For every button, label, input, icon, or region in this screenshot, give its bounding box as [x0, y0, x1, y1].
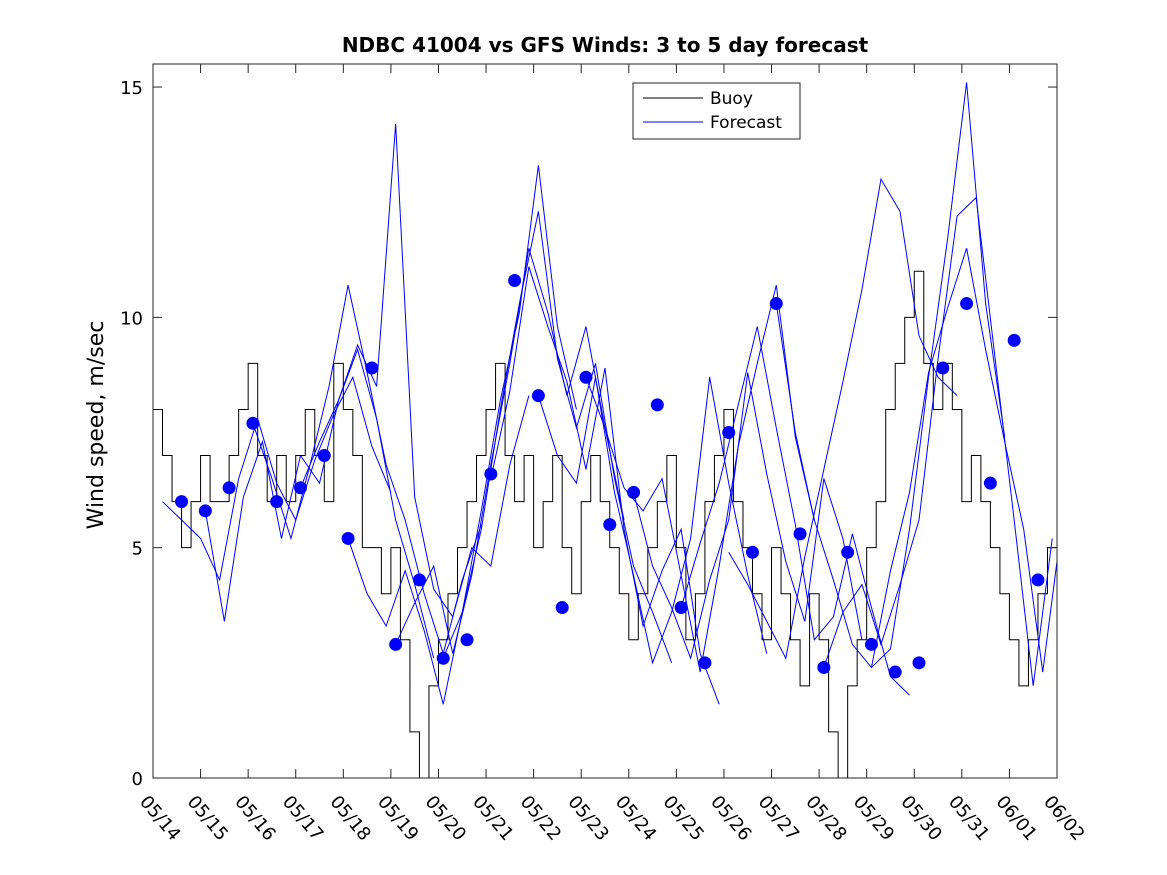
forecast-run-line-16 — [870, 248, 1057, 673]
x-tick-label: 05/18 — [325, 792, 374, 845]
forecast-marker — [1031, 573, 1045, 587]
forecast-marker — [674, 601, 688, 615]
forecast-run-line-6 — [395, 248, 625, 654]
x-tick-label: 05/26 — [706, 792, 755, 845]
forecast-run-line-7 — [442, 211, 673, 664]
forecast-marker — [412, 573, 426, 587]
x-tick-label: 06/02 — [1039, 792, 1088, 845]
forecast-marker — [817, 660, 831, 674]
x-tick-label: 05/24 — [611, 792, 660, 845]
forecast-run-line-12 — [680, 326, 910, 696]
x-tick-label: 05/16 — [230, 792, 279, 845]
y-tick-label: 5 — [132, 539, 143, 560]
forecast-marker — [841, 545, 855, 559]
forecast-marker — [293, 481, 307, 495]
forecast-marker — [960, 297, 974, 311]
x-tick-label: 05/22 — [516, 792, 565, 845]
forecast-run-line-14 — [775, 82, 1006, 669]
x-tick-label: 05/15 — [183, 792, 232, 845]
plot-area-frame — [152, 63, 1058, 779]
forecast-marker — [389, 637, 403, 651]
y-tick-label: 15 — [120, 78, 143, 99]
x-tick-label: 05/27 — [754, 792, 803, 845]
forecast-run-line-4 — [300, 123, 530, 618]
forecast-marker — [365, 361, 379, 375]
legend-box — [632, 82, 801, 140]
y-axis-label: Wind speed, m/sec — [84, 321, 109, 530]
forecast-run-line-9 — [537, 377, 768, 665]
forecast-marker — [531, 389, 545, 403]
forecast-marker — [793, 527, 807, 541]
forecast-marker — [508, 274, 522, 288]
forecast-marker — [198, 504, 212, 518]
x-tick-label: 05/28 — [801, 792, 850, 845]
forecast-marker — [460, 633, 474, 647]
forecast-marker — [484, 467, 498, 481]
legend: Buoy Forecast — [632, 82, 801, 140]
forecast-marker — [864, 637, 878, 651]
x-tick-label: 05/31 — [944, 792, 993, 845]
forecast-marker — [436, 651, 450, 665]
forecast-run-line-2 — [204, 347, 435, 659]
forecast-marker — [246, 416, 260, 430]
forecast-marker — [270, 495, 284, 509]
forecast-marker — [341, 531, 355, 545]
forecast-run-line-5 — [347, 165, 577, 705]
forecast-marker — [579, 370, 593, 384]
x-tick-label: 05/14 — [135, 792, 184, 845]
x-tick-label: 05/19 — [373, 792, 422, 845]
forecast-marker — [1007, 333, 1021, 347]
forecast-marker — [603, 518, 617, 532]
forecast-run-line-11 — [633, 372, 863, 660]
forecast-marker — [936, 361, 950, 375]
chart-title: NDBC 41004 vs GFS Winds: 3 to 5 day fore… — [342, 33, 869, 57]
forecast-run-line-8 — [490, 266, 720, 705]
series-layer — [153, 82, 1057, 778]
forecast-marker — [722, 426, 736, 440]
y-tick-label: 10 — [120, 308, 143, 329]
forecast-marker — [698, 656, 712, 670]
forecast-marker — [912, 656, 926, 670]
forecast-marker — [650, 398, 664, 412]
x-tick-label: 05/20 — [421, 792, 470, 845]
forecast-marker — [317, 449, 331, 463]
x-tick-label: 06/01 — [992, 792, 1041, 845]
buoy-series-line — [153, 270, 1057, 778]
forecast-run-line-3 — [252, 285, 482, 656]
x-tick-label: 05/25 — [659, 792, 708, 845]
forecast-marker — [769, 297, 783, 311]
x-tick-label: 05/30 — [896, 792, 945, 845]
x-tick-label: 05/29 — [849, 792, 898, 845]
forecast-marker — [555, 601, 569, 615]
forecast-marker — [175, 495, 189, 509]
forecast-run-line-15 — [823, 196, 1053, 686]
forecast-marker — [745, 545, 759, 559]
forecast-run-line-1 — [162, 375, 392, 582]
x-tick-label: 05/23 — [563, 792, 612, 845]
legend-forecast-label: Forecast — [710, 113, 782, 133]
forecast-run-line-10 — [585, 284, 815, 673]
x-tick-label: 05/17 — [278, 792, 327, 845]
forecast-marker — [983, 476, 997, 490]
legend-buoy-label: Buoy — [710, 89, 753, 109]
forecast-marker — [888, 665, 902, 679]
y-tick-label: 0 — [132, 769, 143, 790]
x-tick-label: 05/21 — [468, 792, 517, 845]
forecast-marker — [222, 481, 236, 495]
forecast-marker — [627, 485, 641, 499]
forecast-run-line-13 — [728, 177, 958, 660]
